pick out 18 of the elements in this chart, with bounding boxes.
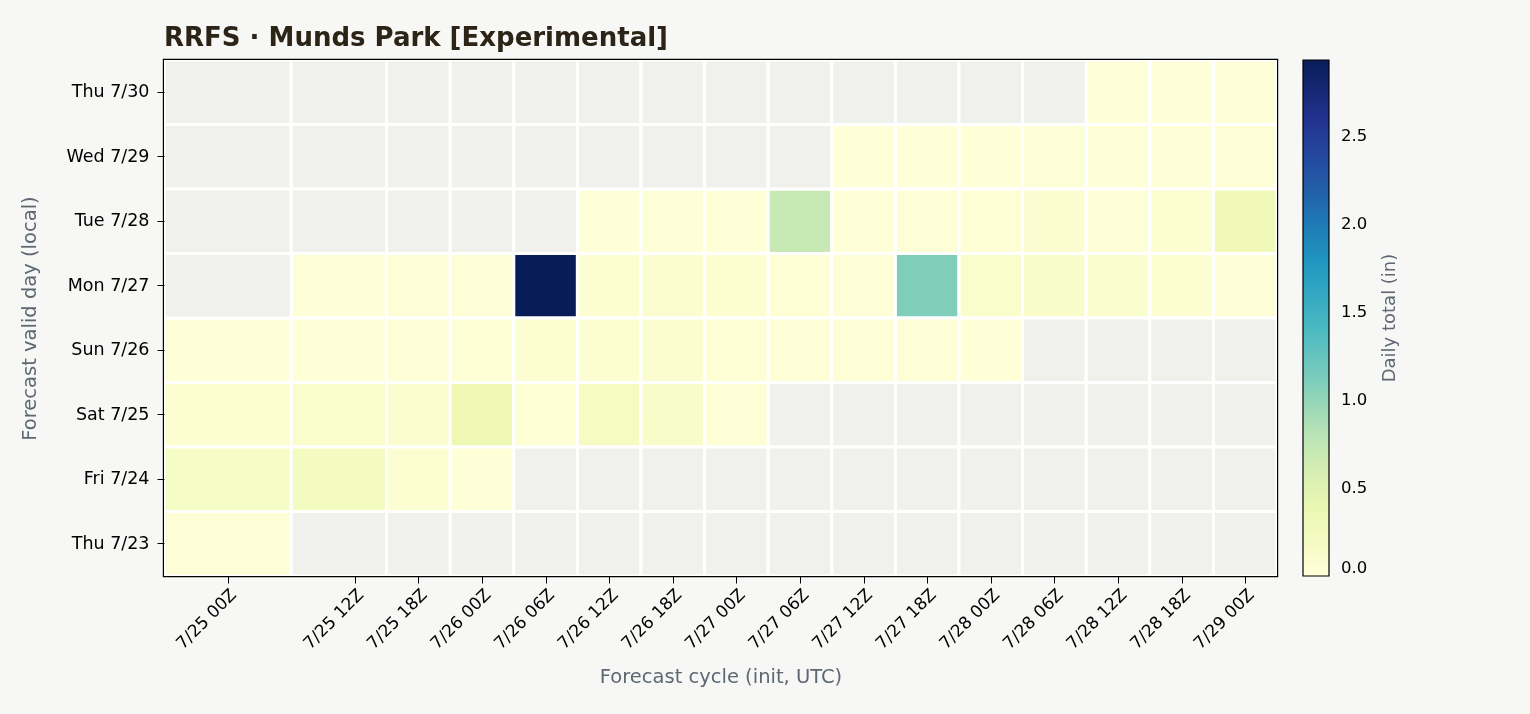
y-tick-label: Mon 7/27 [67,274,150,295]
color-bar-label: 2.5 [1341,125,1368,145]
color-bar-label: 0.5 [1341,477,1368,497]
y-tick-label: Sun 7/26 [71,339,150,360]
y-axis-title: Forecast valid day (local) [18,196,42,441]
y-tick-label: Thu 7/23 [70,532,150,553]
y-tick-label: Sat 7/25 [75,403,150,424]
chart-title: RRFS · Munds Park [Experimental] [164,22,669,52]
y-tick-label: Tue 7/28 [73,210,150,231]
color-bar-label: 1.0 [1341,389,1368,409]
x-axis-title: Forecast cycle (init, UTC) [599,665,843,689]
y-tick-label: Thu 7/30 [70,81,150,102]
y-tick-label: Wed 7/29 [66,145,150,166]
y-tick-label: Fri 7/24 [83,468,150,489]
color-bar-label: 0.0 [1341,558,1368,577]
color-bar-label: 2.0 [1341,213,1368,233]
color-bar-title: Daily total (in) [1378,253,1399,383]
color-bar-label: 1.5 [1341,301,1368,321]
